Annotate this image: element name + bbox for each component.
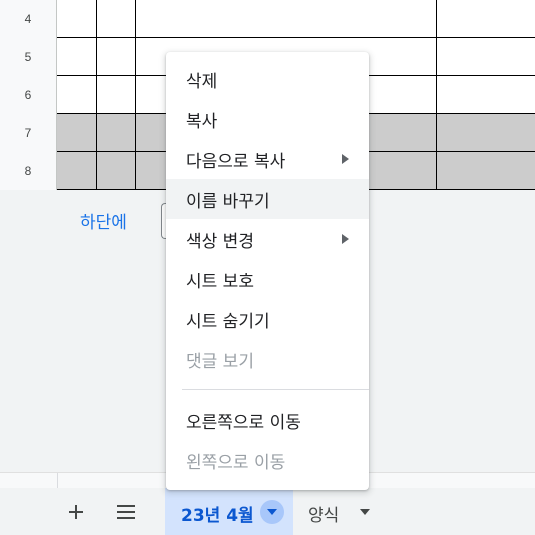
grid-cell[interactable] bbox=[437, 0, 535, 38]
row-header[interactable]: 6 bbox=[0, 76, 57, 114]
row-header[interactable]: 7 bbox=[0, 114, 57, 152]
sheet-tab[interactable]: 양식 bbox=[293, 488, 383, 535]
sheet-tab-menu-button[interactable] bbox=[353, 500, 377, 524]
triangle-down-icon bbox=[360, 509, 370, 515]
menu-item-label: 복사 bbox=[186, 111, 218, 132]
grid-cell[interactable] bbox=[437, 76, 535, 114]
sheet-bar: 23년 4월 양식 bbox=[0, 488, 535, 535]
row-header[interactable]: 4 bbox=[0, 0, 57, 38]
scrollbar-divider bbox=[57, 473, 58, 488]
sheet-tab-label: 23년 4월 bbox=[181, 506, 254, 526]
triangle-down-icon bbox=[267, 509, 277, 515]
menu-item-label: 댓글 보기 bbox=[186, 351, 254, 372]
grid-cell[interactable] bbox=[97, 0, 136, 38]
submenu-arrow-icon bbox=[342, 234, 349, 244]
menu-item-label: 색상 변경 bbox=[186, 231, 254, 252]
menu-item-move-right[interactable]: 오른쪽으로 이동 bbox=[166, 400, 369, 440]
menu-item-move-left: 왼쪽으로 이동 bbox=[166, 440, 369, 480]
menu-item-label: 왼쪽으로 이동 bbox=[186, 452, 286, 473]
grid-cell[interactable] bbox=[57, 114, 97, 152]
menu-item-copy-to[interactable]: 다음으로 복사 bbox=[166, 139, 369, 179]
plus-icon bbox=[69, 505, 83, 519]
sheet-context-menu: 삭제 복사 다음으로 복사 이름 바꾸기 색상 변경 시트 보호 시트 숨기기 … bbox=[166, 52, 369, 490]
menu-item-label: 오른쪽으로 이동 bbox=[186, 412, 301, 433]
menu-item-label: 다음으로 복사 bbox=[186, 151, 286, 172]
grid-cell[interactable] bbox=[57, 38, 97, 76]
add-rows-label: 하단에 bbox=[80, 213, 127, 233]
menu-item-label: 시트 숨기기 bbox=[186, 311, 270, 332]
row-header[interactable]: 5 bbox=[0, 38, 57, 76]
menu-item-delete[interactable]: 삭제 bbox=[166, 59, 369, 99]
grid-cell[interactable] bbox=[97, 114, 136, 152]
grid-cell[interactable] bbox=[437, 38, 535, 76]
menu-item-change-color[interactable]: 색상 변경 bbox=[166, 219, 369, 259]
grid-cell[interactable] bbox=[57, 76, 97, 114]
menu-item-rename[interactable]: 이름 바꾸기 bbox=[166, 179, 369, 219]
sheet-tab-active[interactable]: 23년 4월 bbox=[165, 488, 293, 535]
grid-cell[interactable] bbox=[97, 38, 136, 76]
grid-cell[interactable] bbox=[97, 152, 136, 190]
add-sheet-button[interactable] bbox=[60, 496, 92, 528]
grid-cell[interactable] bbox=[57, 152, 97, 190]
menu-lines-icon bbox=[117, 505, 135, 519]
row-header[interactable]: 8 bbox=[0, 152, 57, 190]
grid-cell[interactable] bbox=[437, 114, 535, 152]
grid-cell[interactable] bbox=[57, 0, 97, 38]
menu-item-label: 이름 바꾸기 bbox=[186, 191, 270, 212]
menu-item-view-comments: 댓글 보기 bbox=[166, 339, 369, 379]
menu-separator bbox=[182, 389, 369, 390]
menu-item-protect-sheet[interactable]: 시트 보호 bbox=[166, 259, 369, 299]
submenu-arrow-icon bbox=[342, 154, 349, 164]
menu-item-label: 삭제 bbox=[186, 71, 218, 92]
menu-item-copy[interactable]: 복사 bbox=[166, 99, 369, 139]
sheet-tab-label: 양식 bbox=[308, 506, 340, 526]
grid-row: 4 bbox=[0, 0, 535, 38]
menu-item-label: 시트 보호 bbox=[186, 271, 254, 292]
grid-cell[interactable] bbox=[437, 152, 535, 190]
grid-cell[interactable] bbox=[136, 0, 437, 38]
menu-item-hide-sheet[interactable]: 시트 숨기기 bbox=[166, 299, 369, 339]
all-sheets-button[interactable] bbox=[110, 496, 142, 528]
grid-cell[interactable] bbox=[97, 76, 136, 114]
sheet-tab-menu-button[interactable] bbox=[260, 500, 284, 524]
